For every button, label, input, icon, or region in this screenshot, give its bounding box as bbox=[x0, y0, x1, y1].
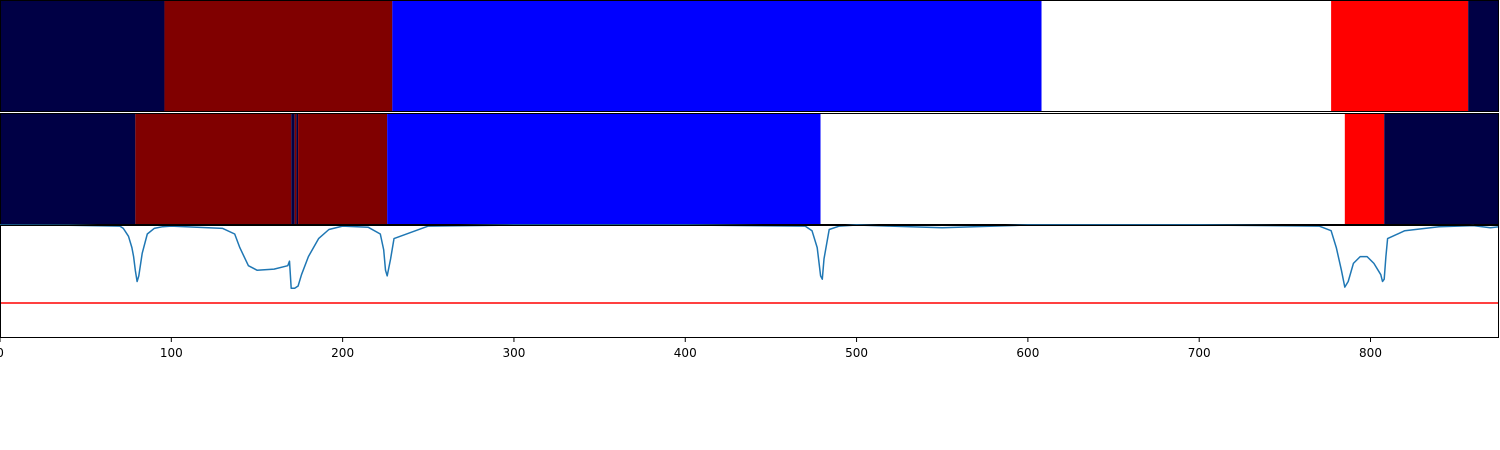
x-tick-label: 100 bbox=[160, 346, 183, 360]
heatmap-segment-1-6 bbox=[1468, 0, 1499, 112]
heatmap-segment-1-1 bbox=[0, 0, 165, 112]
x-tick-label: 200 bbox=[331, 346, 354, 360]
x-tick-label: 300 bbox=[502, 346, 525, 360]
x-tick-label: 700 bbox=[1188, 346, 1211, 360]
heatmap-segment-2-2 bbox=[135, 113, 292, 225]
x-tick-label: 600 bbox=[1016, 346, 1039, 360]
heatmap-segment-2-5 bbox=[296, 113, 299, 225]
heatmap-segment-1-4 bbox=[1041, 0, 1332, 112]
heatmap-segment-2-9 bbox=[1344, 113, 1385, 225]
line-series-group bbox=[0, 224, 1500, 304]
heatmap-segment-2-8 bbox=[820, 113, 1345, 225]
heatmap-segment-2-3 bbox=[291, 113, 295, 225]
heatmap-segment-1-3 bbox=[392, 0, 1042, 112]
heatmap-segment-2-7 bbox=[387, 113, 821, 225]
heatmap-segment-2-6 bbox=[298, 113, 388, 225]
x-tick-label: 400 bbox=[674, 346, 697, 360]
heatmap-segment-2-10 bbox=[1384, 113, 1499, 225]
line-plot-panel: 0 100 200 300 400 500 600 700 800 bbox=[0, 224, 1500, 360]
heatmap-segment-2-4 bbox=[294, 113, 297, 225]
heatmap-band-middle bbox=[0, 113, 1499, 225]
heatmap-band-top bbox=[0, 0, 1499, 112]
x-axis-ticks: 0 100 200 300 400 500 600 700 800 bbox=[0, 338, 1382, 360]
line-series-1 bbox=[0, 224, 1500, 290]
line-plot-frame bbox=[0, 225, 1499, 338]
heatmap-segment-1-2 bbox=[164, 0, 393, 112]
x-tick-label: 0 bbox=[0, 346, 4, 360]
x-tick-label: 500 bbox=[845, 346, 868, 360]
heatmap-band-middle-frame bbox=[0, 113, 1499, 225]
heatmap-segment-2-1 bbox=[0, 113, 136, 225]
heatmap-segment-1-5 bbox=[1331, 0, 1469, 112]
x-tick-label: 800 bbox=[1359, 346, 1382, 360]
heatmap-band-top-frame bbox=[0, 0, 1499, 112]
